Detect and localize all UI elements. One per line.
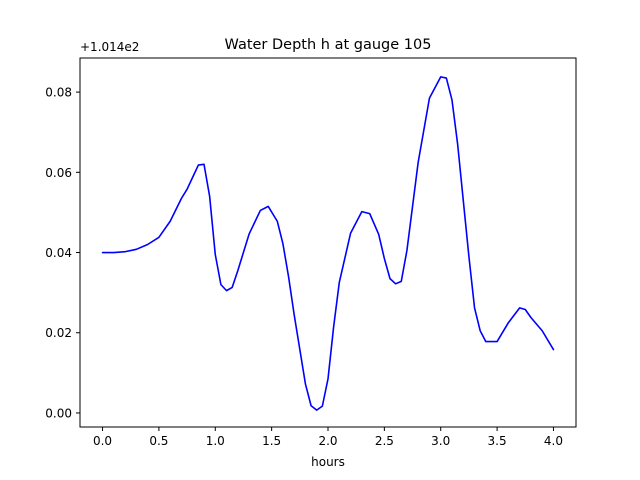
series-line-0 xyxy=(101,76,555,411)
x-tick-label: 3.0 xyxy=(431,434,450,448)
y-tick-label: 0.00 xyxy=(45,406,72,420)
x-tick-label: 2.0 xyxy=(318,434,337,448)
x-tick-label: 3.5 xyxy=(488,434,507,448)
x-tick-label: 1.5 xyxy=(262,434,281,448)
y-offset-label: +1.014e2 xyxy=(80,40,139,54)
y-tick-label: 0.04 xyxy=(45,246,72,260)
x-tick-label: 0.5 xyxy=(149,434,168,448)
y-tick-label: 0.08 xyxy=(45,86,72,100)
x-axis-label: hours xyxy=(311,455,345,469)
x-tick-label: 4.0 xyxy=(544,434,563,448)
x-tick-label: 2.5 xyxy=(375,434,394,448)
y-tick-label: 0.02 xyxy=(45,326,72,340)
chart-title: Water Depth h at gauge 105 xyxy=(225,37,432,53)
x-tick-label: 1.0 xyxy=(206,434,225,448)
x-tick-label: 0.0 xyxy=(93,434,112,448)
y-tick-label: 0.06 xyxy=(45,166,72,180)
plot-area: 0.0 0.5 1.0 1.5 2.0 2.5 3.0 3.5 4.0 0.00 0.02 0.04 0… xyxy=(45,57,577,448)
